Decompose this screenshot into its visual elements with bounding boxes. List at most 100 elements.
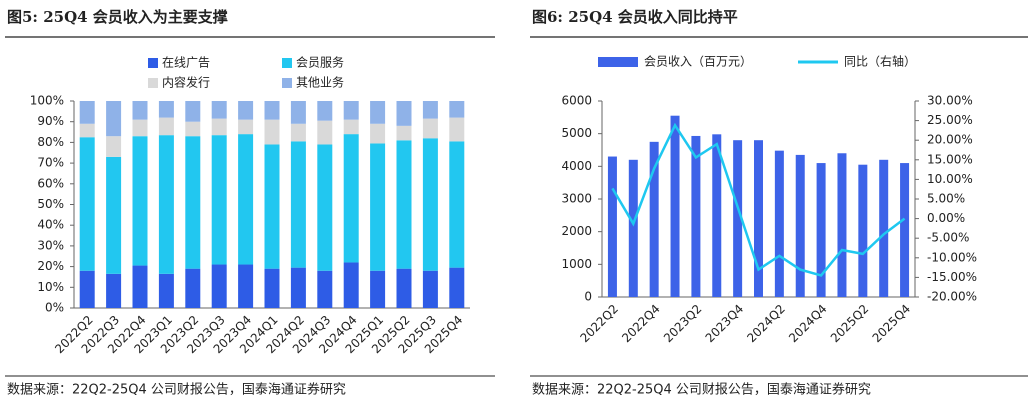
bar-segment [422, 270, 438, 308]
bar-segment [343, 134, 359, 263]
bar-segment [422, 101, 438, 119]
bar-segment [264, 144, 280, 269]
bar-segment [185, 121, 201, 137]
bar-segment [449, 117, 465, 142]
y2-tick-label: 30.00% [927, 94, 973, 108]
source: 数据来源：22Q2-25Q4 公司财报公告，国泰海通证券研究 [7, 382, 346, 398]
bar-segment [158, 135, 174, 274]
bar-segment [132, 101, 148, 120]
bar-segment [132, 265, 148, 308]
bar-segment [211, 101, 227, 119]
y-tick-label: 5000 [561, 126, 592, 140]
y-tick-label: 0 [584, 290, 592, 304]
bar [816, 163, 826, 297]
bar [712, 134, 722, 297]
bar-segment [238, 101, 254, 120]
y2-tick-label: 10.00% [927, 172, 973, 186]
y2-tick-label: -20.00% [927, 290, 977, 304]
y-tick-label: 40% [37, 218, 64, 232]
x-tick-label: 2023Q4 [703, 302, 747, 346]
bar-segment [422, 118, 438, 139]
bar-segment [211, 135, 227, 265]
y2-tick-label: 20.00% [927, 133, 973, 147]
y-tick-label: 6000 [561, 94, 592, 108]
bar-segment [106, 101, 122, 137]
bar-segment [185, 136, 201, 269]
bar [607, 156, 617, 297]
bar [691, 135, 701, 297]
bar-segment [317, 144, 333, 271]
bar-segment [396, 101, 412, 126]
bar-segment [79, 123, 95, 138]
bar [795, 154, 805, 297]
bar-segment [264, 101, 280, 120]
bar-segment [370, 123, 386, 144]
bar-segment [290, 101, 306, 124]
x-tick-label: 2022Q4 [619, 302, 663, 346]
legend-label: 会员收入（百万元） [644, 55, 752, 69]
bar-segment [317, 101, 333, 121]
bar-segment [264, 119, 280, 145]
bar [754, 140, 763, 297]
legend-label: 在线广告 [162, 56, 210, 70]
bar-segment [106, 136, 122, 157]
bar [879, 159, 889, 297]
y-tick-label: 50% [37, 197, 64, 211]
bar-segment [238, 134, 254, 265]
y-tick-label: 10% [37, 280, 64, 294]
y-tick-label: 30% [37, 238, 64, 252]
y-tick-label: 2000 [561, 224, 592, 238]
bar-segment [422, 138, 438, 271]
legend-label: 内容发行 [162, 75, 210, 90]
legend-label: 其他业务 [296, 75, 344, 90]
bar-segment [449, 267, 465, 308]
bar-segment [343, 119, 359, 135]
x-tick-label: 2023Q2 [661, 302, 705, 346]
legend-swatch [282, 58, 292, 68]
y-tick-label: 80% [37, 135, 64, 149]
y-tick-label: 100% [30, 94, 64, 108]
bar-segment [370, 101, 386, 124]
bar-segment [449, 101, 465, 118]
legend-swatch [148, 58, 158, 68]
legend-swatch [148, 78, 158, 88]
bar-segment [185, 268, 201, 308]
bar-segment [290, 141, 306, 268]
legend-label: 同比（右轴） [844, 54, 916, 69]
y-tick-label: 0% [45, 301, 64, 315]
source: 数据来源：22Q2-25Q4 公司财报公告，国泰海通证券研究 [532, 382, 871, 398]
bar [628, 159, 638, 297]
bar [900, 163, 910, 297]
x-tick-label: 2024Q4 [786, 302, 830, 346]
bar-segment [290, 123, 306, 142]
bar-segment [132, 136, 148, 266]
bar-segment [158, 117, 174, 136]
bar [837, 153, 847, 297]
bar-segment [238, 119, 254, 135]
y2-tick-label: -15.00% [927, 270, 977, 284]
x-tick-label: 2025Q4 [870, 302, 914, 346]
bar-segment [211, 264, 227, 308]
bar-segment [343, 262, 359, 308]
bar [858, 164, 868, 297]
y2-tick-label: 5.00% [927, 192, 965, 206]
y2-tick-label: -10.00% [927, 250, 977, 264]
legend-swatch [598, 57, 638, 67]
y-tick-label: 3000 [561, 192, 592, 206]
y-tick-label: 60% [37, 176, 64, 190]
y2-tick-label: 15.00% [927, 152, 973, 166]
bar [649, 141, 659, 297]
bar-segment [317, 120, 333, 145]
bar-segment [185, 101, 201, 122]
y-tick-label: 90% [37, 114, 64, 128]
bar-segment [158, 273, 174, 308]
y-tick-label: 20% [37, 259, 64, 273]
bar-segment [106, 156, 122, 274]
legend-swatch [282, 78, 292, 88]
bar-segment [396, 268, 412, 308]
bar-segment [317, 270, 333, 308]
line [611, 122, 906, 277]
x-tick-label: 2024Q2 [744, 302, 788, 346]
bar-segment [132, 119, 148, 137]
